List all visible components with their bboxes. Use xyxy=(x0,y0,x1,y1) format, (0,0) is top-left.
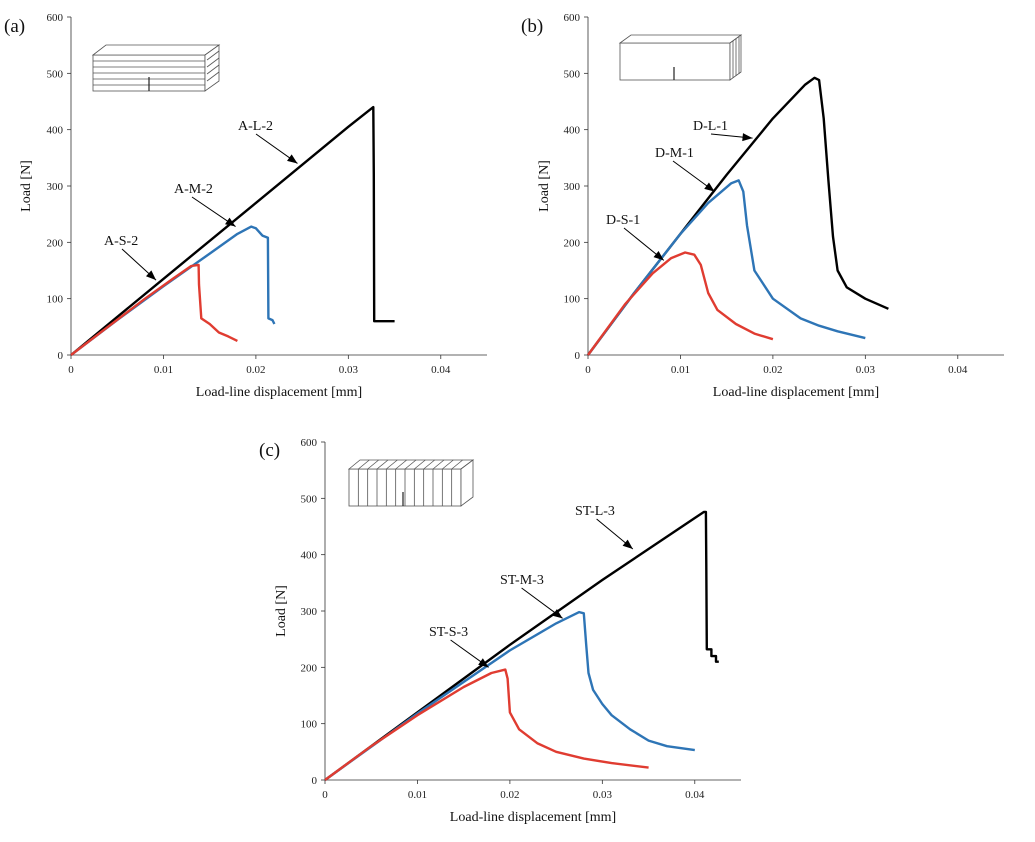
x-tick-label: 0.04 xyxy=(685,789,705,801)
y-tick-label: 600 xyxy=(301,437,318,449)
specimen-c-inset xyxy=(347,459,475,507)
axes-c: 0 100 200 300 400 500 600 0 0.01 0.02 0.03 0.04 ST-L… xyxy=(301,437,741,801)
y-tick-label: 200 xyxy=(564,237,581,249)
annotation-arrowhead xyxy=(287,154,298,164)
annotation-label: ST-M-3 xyxy=(500,573,544,588)
annotation-label: ST-S-3 xyxy=(429,625,468,640)
y-tick-label: 400 xyxy=(301,550,318,562)
annotation-label: A-L-2 xyxy=(238,119,273,134)
y-tick-label: 100 xyxy=(564,294,581,306)
x-tick-label: 0.01 xyxy=(671,364,690,376)
annotation-arrowhead xyxy=(622,539,633,550)
y-axis-label: Load [N] xyxy=(274,585,289,637)
annotation-label: D-L-1 xyxy=(693,119,728,134)
x-tick-label: 0 xyxy=(585,364,591,376)
x-tick-label: 0.02 xyxy=(500,789,519,801)
y-tick-label: 400 xyxy=(47,125,64,137)
y-tick-label: 0 xyxy=(58,350,64,362)
series-line-ST-L-3 xyxy=(324,510,719,781)
y-axis-label: Load [N] xyxy=(19,160,34,212)
x-axis-label: Load-line displacement [mm] xyxy=(450,810,616,825)
y-axis-label: Load [N] xyxy=(537,160,552,212)
y-tick-label: 500 xyxy=(301,493,318,505)
axes-a: 0 100 200 300 400 500 600 0 0.01 0.02 0.03 0.04 A-L-… xyxy=(47,12,487,376)
panel-label: (c) xyxy=(259,440,280,461)
y-tick-label: 600 xyxy=(564,12,581,24)
annotation-arrowhead xyxy=(478,658,489,668)
x-axis-label: Load-line displacement [mm] xyxy=(196,385,362,400)
y-tick-label: 500 xyxy=(564,68,581,80)
x-tick-label: 0 xyxy=(68,364,74,376)
x-tick-label: 0.04 xyxy=(431,364,451,376)
panel-c: (c) 0 100 200 300 400 500 600 0 0.01 0.02 0.03 0.04… xyxy=(259,437,741,825)
y-tick-label: 300 xyxy=(564,181,581,193)
y-tick-label: 0 xyxy=(312,775,318,787)
series-line-D-M-1 xyxy=(587,179,866,356)
y-tick-label: 200 xyxy=(301,662,318,674)
axes-b: 0 100 200 300 400 500 600 0 0.01 0.02 0.03 0.04 D-L-… xyxy=(564,12,1004,376)
panel-b: (b) 0 100 200 300 400 500 600 0 0.01 0.02 0.03 0.04… xyxy=(521,12,1004,400)
annotation-arrowhead xyxy=(225,217,236,227)
y-tick-label: 300 xyxy=(301,606,318,618)
panel-label: (b) xyxy=(521,16,543,37)
annotation-arrowhead xyxy=(145,270,157,281)
x-tick-label: 0.01 xyxy=(154,364,173,376)
y-tick-label: 500 xyxy=(47,68,64,80)
panel-label: (a) xyxy=(4,16,25,37)
y-tick-label: 0 xyxy=(575,350,581,362)
annotation-label: D-M-1 xyxy=(655,146,694,161)
annotation-arrowhead xyxy=(653,250,664,261)
series-line-D-S-1 xyxy=(587,251,774,356)
y-tick-label: 600 xyxy=(47,12,64,24)
x-tick-label: 0.02 xyxy=(763,364,782,376)
series-line-D-L-1 xyxy=(587,76,889,356)
y-tick-label: 400 xyxy=(564,125,581,137)
specimen-a-inset xyxy=(91,44,221,92)
specimen-b-inset xyxy=(618,34,743,81)
series-line-A-S-2 xyxy=(70,263,238,356)
series-line-A-L-2 xyxy=(70,105,395,356)
annotation-label: ST-L-3 xyxy=(575,504,615,519)
x-tick-label: 0.03 xyxy=(856,364,876,376)
annotation-label: D-S-1 xyxy=(606,213,640,228)
annotation-label: A-S-2 xyxy=(104,234,138,249)
panel-a: (a) 0 100 200 300 400 500 600 0 0.01 0.02 0.03 0.04… xyxy=(4,12,487,400)
annotation-label: A-M-2 xyxy=(174,182,213,197)
y-tick-label: 100 xyxy=(301,719,318,731)
x-tick-label: 0.03 xyxy=(593,789,613,801)
series-line-ST-S-3 xyxy=(324,668,649,781)
series-line-A-M-2 xyxy=(70,225,276,356)
x-axis-label: Load-line displacement [mm] xyxy=(713,385,879,400)
series-line-ST-M-3 xyxy=(324,610,695,781)
x-tick-label: 0.04 xyxy=(948,364,968,376)
x-tick-label: 0.01 xyxy=(408,789,427,801)
y-tick-label: 200 xyxy=(47,237,64,249)
annotation-arrowhead xyxy=(704,182,715,192)
x-tick-label: 0 xyxy=(322,789,328,801)
y-tick-label: 300 xyxy=(47,181,64,193)
x-tick-label: 0.03 xyxy=(339,364,359,376)
annotation-arrowhead xyxy=(552,609,563,619)
annotation-arrowhead xyxy=(742,133,753,142)
y-tick-label: 100 xyxy=(47,294,64,306)
x-tick-label: 0.02 xyxy=(246,364,265,376)
